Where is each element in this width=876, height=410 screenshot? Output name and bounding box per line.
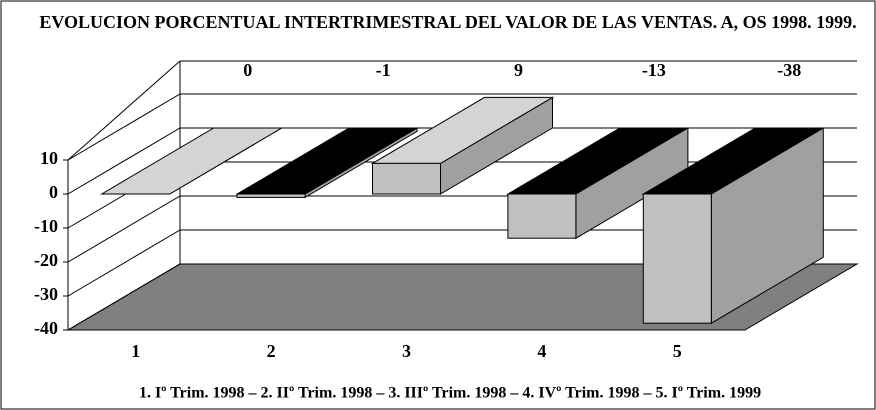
bar	[99, 127, 284, 195]
x-tick-label: 5	[673, 341, 682, 361]
bar-top	[99, 127, 284, 195]
value-label: -38	[777, 60, 801, 80]
bar-front	[236, 193, 306, 198]
y-tick-label: -20	[34, 250, 58, 270]
x-tick-label: 3	[402, 341, 411, 361]
x-tick-label: 1	[131, 341, 140, 361]
bar	[235, 127, 419, 199]
bar	[370, 96, 555, 195]
y-tick-label: 10	[40, 148, 58, 168]
wall-left-top	[67, 60, 181, 161]
grid-line	[67, 263, 857, 331]
y-tick-label: -30	[34, 284, 58, 304]
y-tick-label: 0	[49, 182, 58, 202]
x-tick-label: 4	[537, 341, 546, 361]
value-label: 0	[243, 60, 252, 80]
bar-front	[372, 162, 441, 195]
bar	[506, 127, 690, 240]
value-label: 9	[514, 60, 523, 80]
caption: 1. Iº Trim. 1998 – 2. IIº Trim. 1998 – 3…	[139, 385, 761, 402]
grid-line	[67, 229, 857, 297]
y-tick-label: -40	[34, 318, 58, 338]
y-tick-label: -10	[34, 216, 58, 236]
chart-title: EVOLUCION PORCENTUAL INTERTRIMESTRAL DEL…	[39, 12, 856, 32]
bar-front	[507, 193, 577, 239]
bar-front	[642, 193, 712, 324]
value-label: -1	[376, 60, 391, 80]
value-label: -13	[642, 60, 666, 80]
grid-line	[67, 93, 857, 161]
bar	[641, 127, 826, 325]
x-tick-label: 2	[267, 341, 276, 361]
